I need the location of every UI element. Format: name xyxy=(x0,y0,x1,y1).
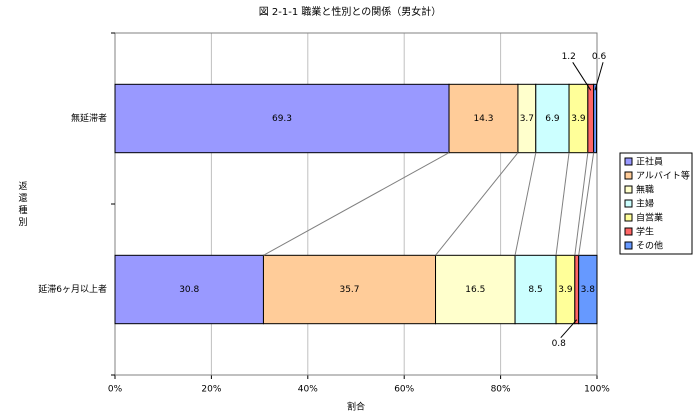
series-line xyxy=(263,152,450,256)
x-tick-label: 80% xyxy=(491,385,511,395)
data-label: 30.8 xyxy=(179,285,199,295)
y-tick-label: 延滞6ヶ月以上者 xyxy=(38,283,107,295)
leader-line xyxy=(572,62,592,91)
bar-segment xyxy=(448,83,519,154)
series-line xyxy=(578,152,595,256)
data-label: 35.7 xyxy=(339,285,359,295)
legend-swatch xyxy=(624,213,633,222)
bar-segment xyxy=(578,254,598,325)
legend-label: その他 xyxy=(636,240,663,252)
bar-segment xyxy=(514,254,557,325)
data-label: 0.8 xyxy=(552,339,567,349)
series-line xyxy=(435,152,519,256)
chart-title: 図 2-1-1 職業と性別との関係（男女計） xyxy=(259,5,442,18)
data-label: 0.6 xyxy=(592,52,607,62)
legend-swatch xyxy=(624,157,633,166)
legend-label: 自営業 xyxy=(636,212,663,224)
leader-line xyxy=(594,62,604,91)
x-axis-label: 割合 xyxy=(347,401,365,413)
legend-swatch xyxy=(624,227,633,236)
x-tick-label: 40% xyxy=(298,385,318,395)
legend-label: アルバイト等 xyxy=(636,170,690,182)
y-tick-label: 無延滞者 xyxy=(71,112,107,124)
x-tick-label: 100% xyxy=(584,385,610,395)
legend-label: 学生 xyxy=(636,226,654,238)
leader-line xyxy=(560,319,578,339)
data-label: 1.2 xyxy=(562,52,576,62)
legend-label: 正社員 xyxy=(636,156,663,168)
data-label: 8.5 xyxy=(528,285,542,295)
legend-label: 無職 xyxy=(636,184,654,196)
legend-swatch xyxy=(624,199,633,208)
data-label: 14.3 xyxy=(473,114,493,124)
data-label: 3.9 xyxy=(558,285,573,295)
legend-swatch xyxy=(624,241,633,250)
series-line xyxy=(514,152,537,256)
bar-segment xyxy=(262,254,437,325)
data-label: 3.7 xyxy=(520,114,534,124)
data-label: 69.3 xyxy=(272,114,292,124)
x-tick-label: 20% xyxy=(201,385,221,395)
bar-segment xyxy=(114,254,264,325)
legend-swatch xyxy=(624,171,633,180)
legend-swatch xyxy=(624,185,633,194)
data-label: 3.8 xyxy=(581,285,596,295)
y-axis-label: 返還種別 xyxy=(17,180,28,229)
legend-label: 主婦 xyxy=(636,198,654,210)
bar-segment xyxy=(435,254,516,325)
bar-segment xyxy=(587,83,595,154)
x-tick-label: 60% xyxy=(394,385,414,395)
bar-segment xyxy=(574,254,580,325)
series-line xyxy=(555,152,570,256)
x-tick-label: 0% xyxy=(108,385,123,395)
series-line xyxy=(574,152,589,256)
data-label: 16.5 xyxy=(465,285,485,295)
bar-segment xyxy=(593,83,598,154)
bar-segment xyxy=(114,83,450,154)
data-label: 6.9 xyxy=(545,114,560,124)
data-label: 3.9 xyxy=(571,114,586,124)
